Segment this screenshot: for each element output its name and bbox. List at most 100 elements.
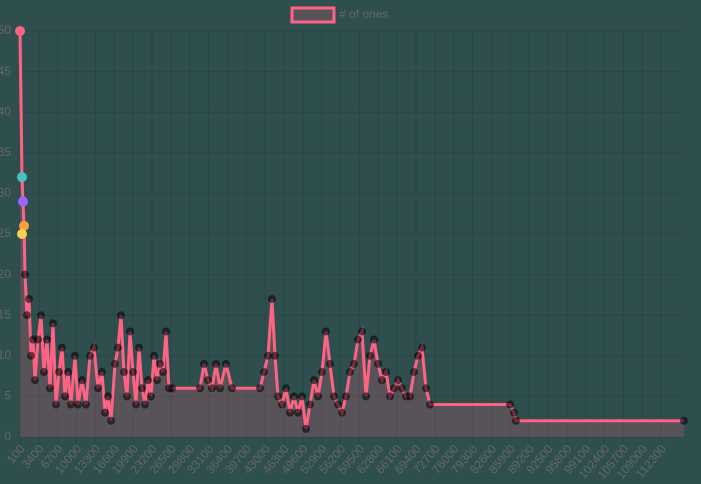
point — [278, 400, 286, 409]
y-tick-label: 50 — [0, 23, 11, 37]
point — [310, 376, 318, 385]
point — [98, 368, 106, 377]
point — [271, 351, 279, 360]
point — [290, 392, 298, 401]
point — [426, 400, 434, 409]
point — [256, 384, 264, 393]
point — [322, 327, 330, 336]
point — [512, 416, 520, 425]
point — [107, 416, 115, 425]
point — [159, 368, 167, 377]
point — [61, 392, 69, 401]
point — [298, 392, 306, 401]
point — [114, 343, 122, 352]
point — [25, 294, 33, 303]
point — [510, 408, 518, 417]
highlight-point — [19, 220, 29, 231]
point — [117, 311, 125, 320]
point — [318, 368, 326, 377]
point — [294, 408, 302, 417]
point — [138, 384, 146, 393]
point — [394, 376, 402, 385]
point — [90, 343, 98, 352]
point — [680, 416, 688, 425]
point — [46, 384, 54, 393]
point — [71, 351, 79, 360]
y-tick-label: 0 — [4, 429, 11, 443]
point — [390, 384, 398, 393]
highlight-point — [18, 196, 28, 207]
point — [49, 319, 57, 328]
point — [132, 400, 140, 409]
point — [126, 327, 134, 336]
y-tick-label: 10 — [0, 348, 11, 362]
point — [216, 384, 224, 393]
legend-swatch[interactable] — [290, 6, 336, 24]
point — [374, 359, 382, 368]
point — [31, 376, 39, 385]
point — [370, 335, 378, 344]
point — [212, 359, 220, 368]
point — [168, 384, 176, 393]
point — [418, 343, 426, 352]
point — [228, 384, 236, 393]
point — [354, 335, 362, 344]
y-tick-label: 35 — [0, 145, 11, 159]
point — [330, 392, 338, 401]
point — [314, 392, 322, 401]
point — [111, 359, 119, 368]
point — [27, 351, 35, 360]
point — [506, 400, 514, 409]
point — [123, 392, 131, 401]
point — [162, 327, 170, 336]
point — [34, 335, 42, 344]
point — [326, 359, 334, 368]
point — [196, 384, 204, 393]
point — [200, 359, 208, 368]
point — [204, 376, 212, 385]
point — [358, 327, 366, 336]
point — [362, 392, 370, 401]
y-tick-label: 45 — [0, 64, 11, 78]
point — [366, 351, 374, 360]
point — [144, 376, 152, 385]
point — [260, 368, 268, 377]
point — [104, 392, 112, 401]
point — [64, 368, 72, 377]
point — [274, 392, 282, 401]
point — [52, 400, 60, 409]
point — [302, 424, 310, 433]
point — [334, 400, 342, 409]
legend-label[interactable]: # of ones — [339, 7, 388, 21]
y-tick-label: 25 — [0, 226, 11, 240]
point — [147, 392, 155, 401]
highlight-point — [17, 229, 27, 239]
point — [264, 351, 272, 360]
point — [58, 343, 66, 352]
point — [67, 400, 75, 409]
point — [156, 359, 164, 368]
y-tick-label: 30 — [0, 186, 11, 200]
point — [382, 368, 390, 377]
point — [286, 408, 294, 417]
point — [153, 376, 161, 385]
point — [141, 400, 149, 409]
point — [386, 392, 394, 401]
point — [378, 376, 386, 385]
point — [120, 368, 128, 377]
point — [129, 368, 137, 377]
y-tick-label: 15 — [0, 307, 11, 321]
highlight-point — [15, 26, 25, 36]
point — [43, 335, 51, 344]
point — [268, 294, 276, 303]
point — [55, 368, 63, 377]
y-tick-label: 20 — [0, 267, 11, 281]
point — [135, 343, 143, 352]
point — [86, 351, 94, 360]
point — [101, 408, 109, 417]
point — [37, 311, 45, 320]
point — [40, 368, 48, 377]
point — [222, 359, 230, 368]
point — [150, 351, 158, 360]
